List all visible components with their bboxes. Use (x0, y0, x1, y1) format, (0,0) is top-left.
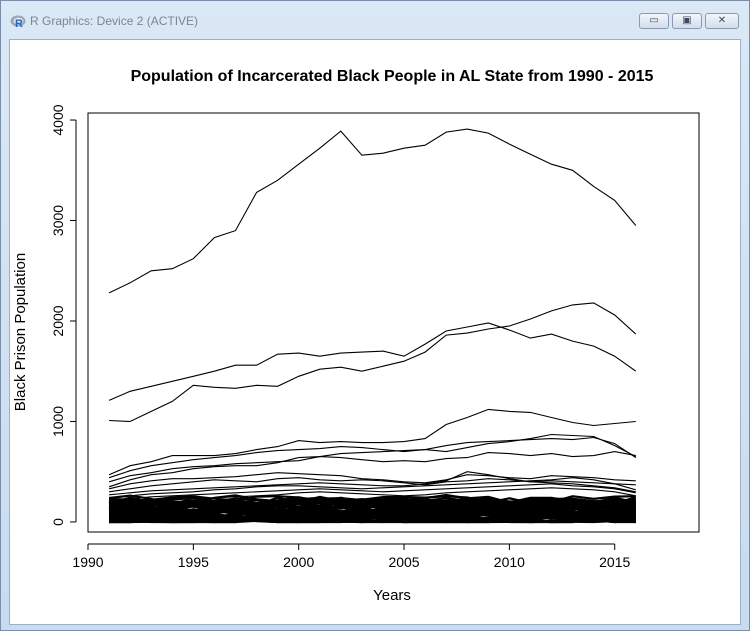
y-tick-label: 4000 (50, 104, 66, 135)
series-line-9 (109, 477, 636, 493)
chart-title: Population of Incarcerated Black People … (131, 68, 654, 85)
series-line-5 (108, 436, 637, 479)
close-icon: ✕ (717, 15, 727, 26)
series-line-8 (108, 472, 636, 490)
y-tick-label: 0 (50, 518, 66, 526)
r-logo-icon: R (10, 15, 26, 28)
maximize-button[interactable]: ▣ (672, 13, 702, 29)
x-tick-label: 1995 (178, 554, 209, 570)
series-line-1 (108, 128, 637, 294)
y-tick-label: 1000 (50, 406, 66, 437)
graphics-canvas: Population of Incarcerated Black People … (9, 39, 741, 625)
series-line-filler (109, 495, 636, 506)
line-chart: Population of Incarcerated Black People … (12, 68, 700, 604)
series-lines (108, 128, 637, 524)
plot-area-box (87, 112, 700, 533)
series-line-12 (109, 483, 636, 502)
minimize-button[interactable]: ▭ (639, 13, 669, 29)
series-line-6 (108, 433, 637, 483)
y-tick-label: 3000 (50, 205, 66, 236)
title-bar[interactable]: R R Graphics: Device 2 (ACTIVE) ▭ ▣ ✕ (1, 1, 749, 39)
series-line-filler (108, 493, 636, 506)
x-tick-label: 2015 (599, 554, 630, 570)
x-tick-label: 2005 (388, 554, 419, 570)
window-title: R Graphics: Device 2 (ACTIVE) (30, 14, 199, 28)
series-line-4 (108, 408, 636, 476)
series-line-2 (108, 322, 637, 401)
minimize-icon: ▭ (649, 15, 659, 26)
series-line-3 (109, 302, 637, 423)
series-line-7 (108, 451, 636, 488)
x-tick-label: 2000 (283, 554, 314, 570)
series-line-10 (109, 471, 636, 496)
x-tick-label: 1990 (72, 554, 103, 570)
svg-text:R: R (15, 18, 23, 28)
y-axis-label: Black Prison Population (12, 253, 29, 411)
x-axis-label: Years (373, 587, 411, 604)
close-button[interactable]: ✕ (705, 13, 739, 29)
series-line-13 (109, 487, 636, 505)
x-tick-label: 2010 (494, 554, 525, 570)
series-line-11 (109, 477, 636, 499)
maximize-icon: ▣ (682, 15, 692, 26)
y-tick-label: 2000 (50, 305, 66, 336)
axes: 1990 1995 2000 2005 2010 2015 0 1000 2000 3000 400… (50, 104, 631, 570)
